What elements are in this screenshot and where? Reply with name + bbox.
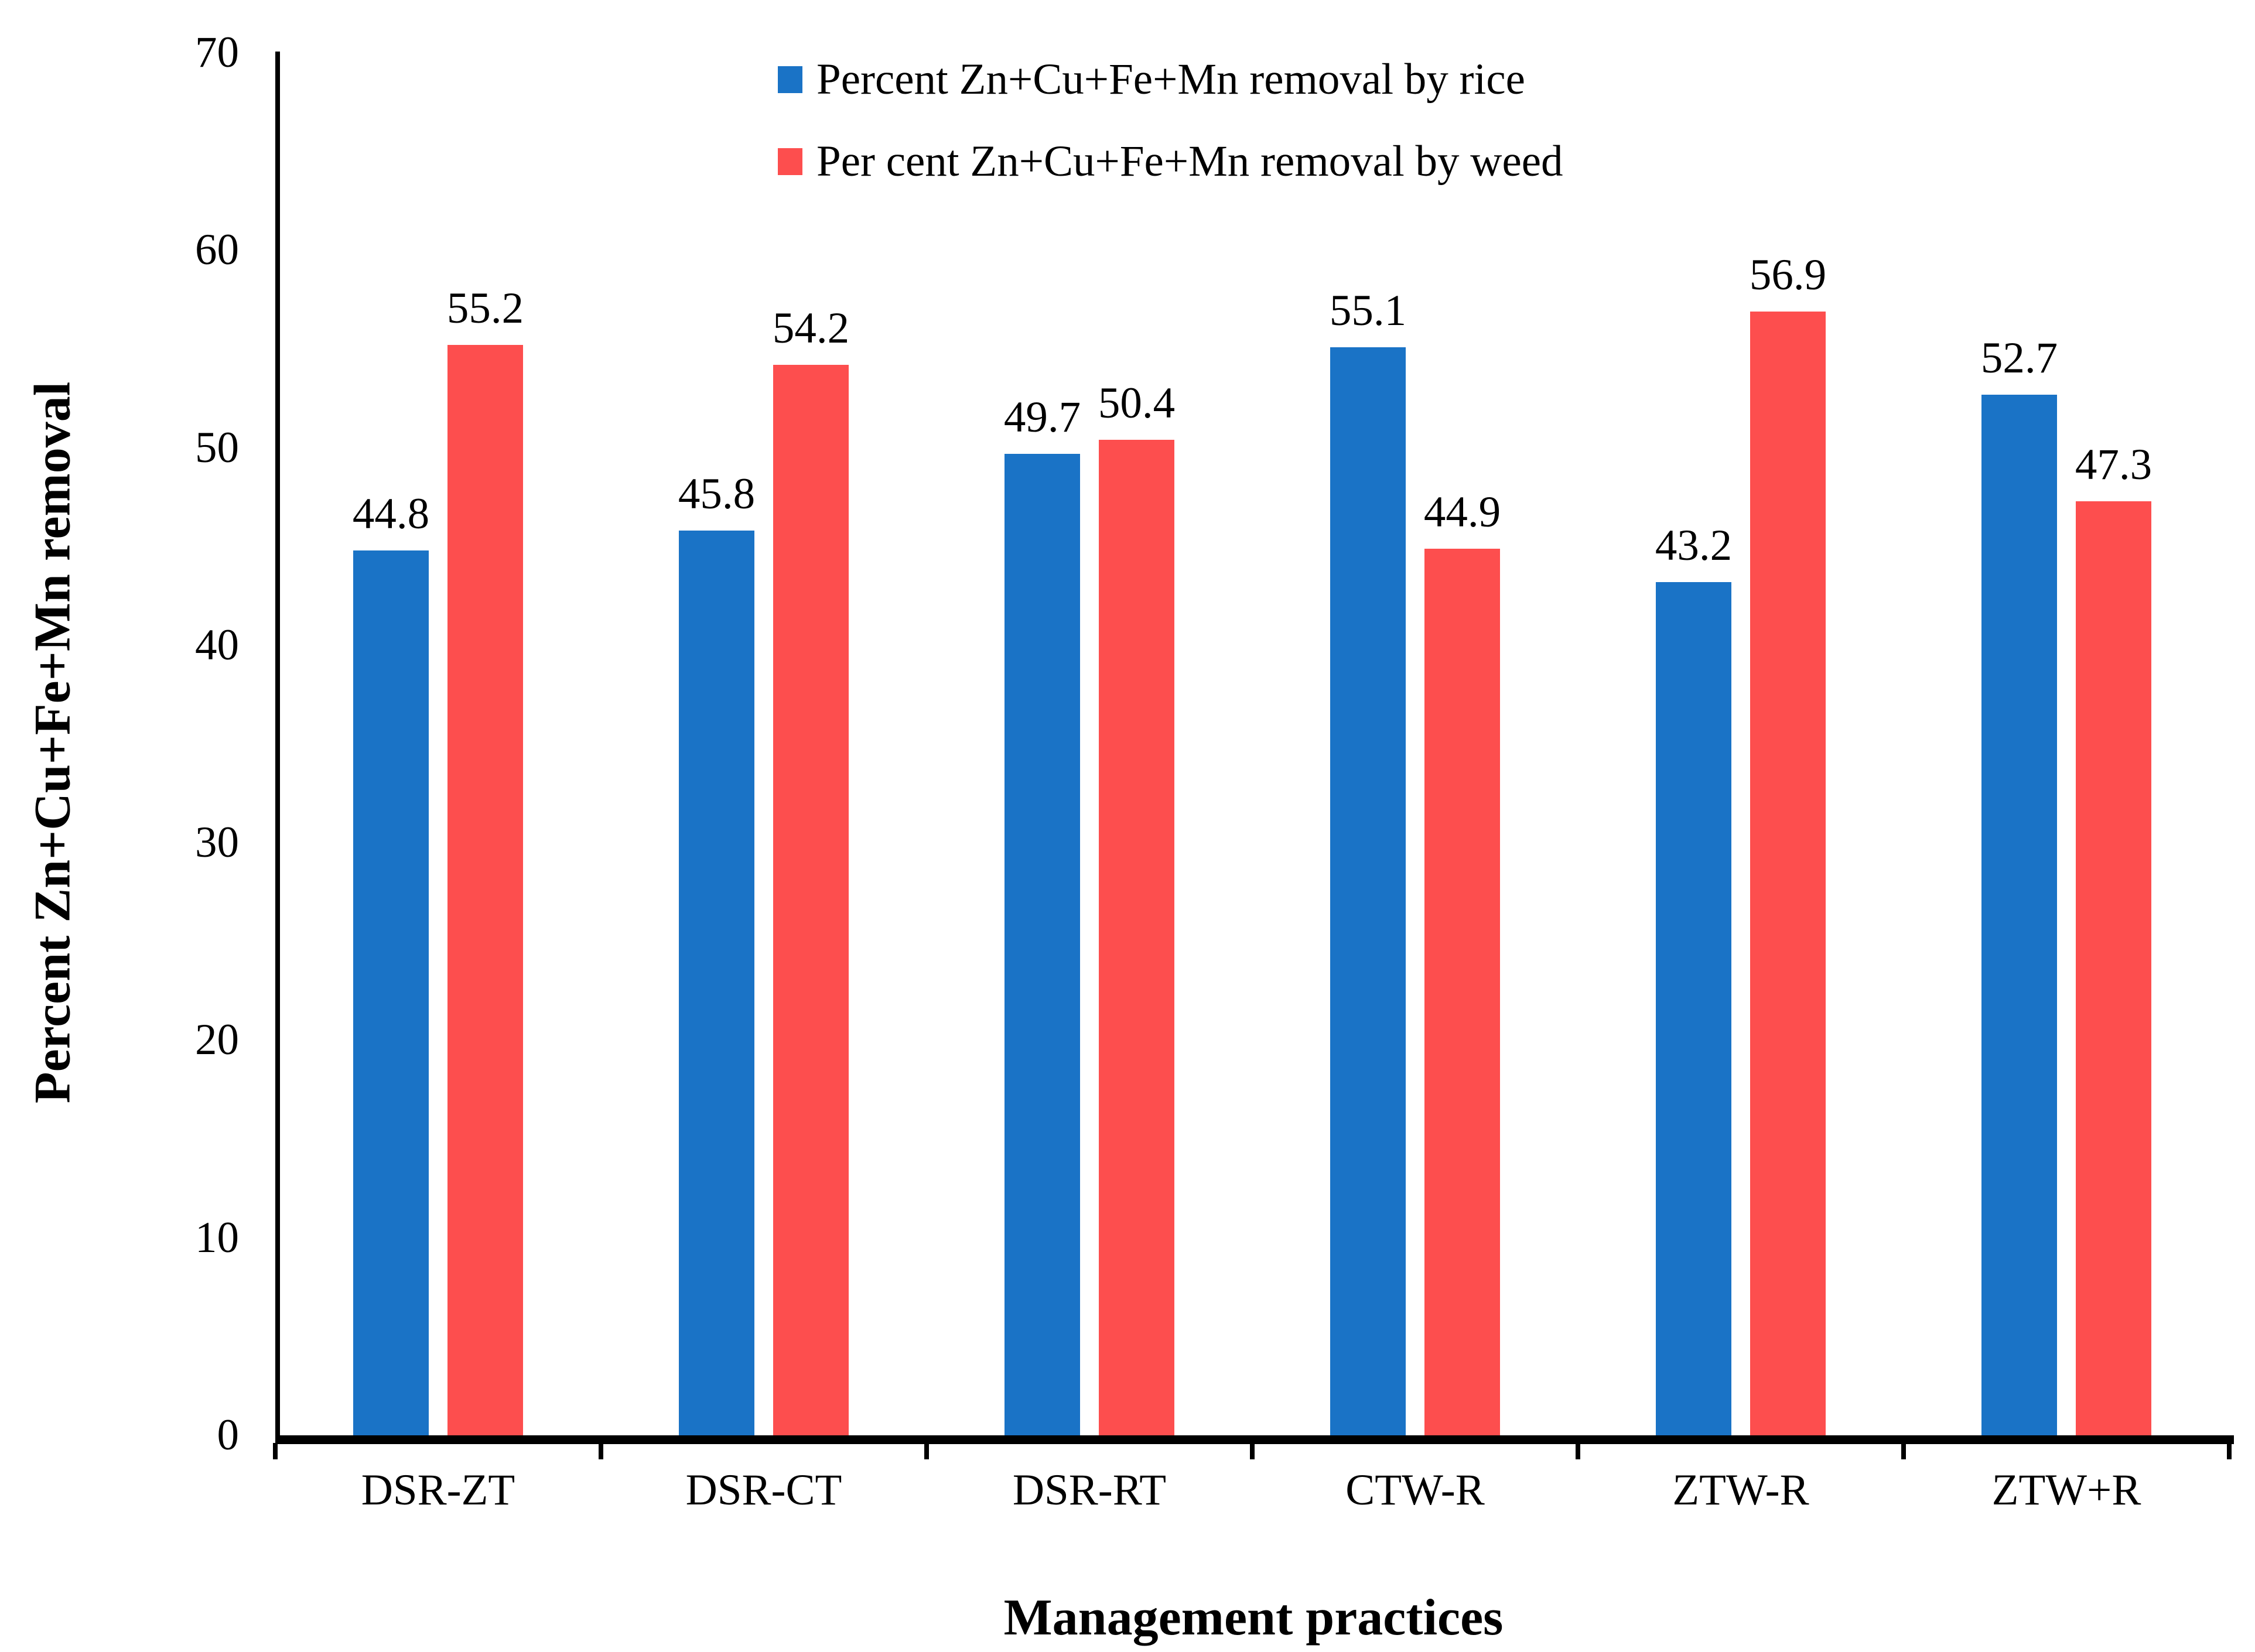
bar-rice-DSR-CT bbox=[679, 531, 754, 1435]
bar-value-rice-DSR-ZT: 44.8 bbox=[352, 489, 430, 538]
y-tick-label-70: 70 bbox=[195, 28, 239, 77]
bar-value-rice-DSR-RT: 49.7 bbox=[1003, 392, 1081, 442]
bar-rice-ZTW-R bbox=[1656, 582, 1731, 1435]
legend-item-weed: Per cent Zn+Cu+Fe+Mn removal by weed bbox=[778, 134, 1563, 190]
x-axis-tick bbox=[599, 1443, 603, 1459]
category-label-ZTW-R: ZTW-R bbox=[1672, 1466, 1809, 1514]
category-label-DSR-CT: DSR-CT bbox=[685, 1466, 842, 1514]
bar-value-rice-DSR-CT: 45.8 bbox=[678, 470, 756, 519]
legend-label-rice: Percent Zn+Cu+Fe+Mn removal by rice bbox=[816, 55, 1525, 104]
bar-value-weed-ZTW+R: 47.3 bbox=[2075, 440, 2152, 489]
y-tick-label-20: 20 bbox=[195, 1015, 239, 1065]
bar-value-weed-ZTW-R: 56.9 bbox=[1749, 250, 1827, 299]
y-tick-label-60: 60 bbox=[195, 225, 239, 275]
bar-weed-DSR-ZT bbox=[447, 345, 523, 1435]
bar-value-rice-ZTW-R: 43.2 bbox=[1655, 521, 1733, 570]
x-axis-title: Management practices bbox=[1003, 1589, 1504, 1646]
bar-value-weed-DSR-RT: 50.4 bbox=[1098, 379, 1176, 428]
y-tick-label-40: 40 bbox=[195, 620, 239, 669]
bar-weed-DSR-CT bbox=[773, 364, 849, 1435]
y-tick-label-10: 10 bbox=[195, 1213, 239, 1262]
x-axis-tick bbox=[2227, 1443, 2232, 1459]
bar-value-rice-ZTW+R: 52.7 bbox=[1980, 333, 2058, 382]
bar-rice-DSR-ZT bbox=[353, 550, 429, 1435]
bar-value-weed-CTW-R: 44.9 bbox=[1423, 487, 1501, 536]
category-label-DSR-ZT: DSR-ZT bbox=[361, 1466, 515, 1514]
legend: Percent Zn+Cu+Fe+Mn removal by rice Per … bbox=[778, 52, 1563, 216]
x-axis-tick bbox=[1901, 1443, 1906, 1459]
bar-weed-CTW-R bbox=[1424, 548, 1500, 1435]
legend-label-weed: Per cent Zn+Cu+Fe+Mn removal by weed bbox=[816, 137, 1563, 186]
bar-value-weed-DSR-CT: 54.2 bbox=[772, 303, 850, 353]
bar-weed-DSR-RT bbox=[1099, 440, 1174, 1435]
category-label-CTW-R: CTW-R bbox=[1345, 1466, 1485, 1514]
y-axis-title: Percent Zn+Cu+Fe+Mn removal bbox=[24, 381, 81, 1104]
x-axis-line bbox=[275, 1435, 2234, 1444]
bar-value-rice-CTW-R: 55.1 bbox=[1329, 286, 1407, 335]
bar-value-weed-DSR-ZT: 55.2 bbox=[446, 284, 524, 333]
bar-rice-DSR-RT bbox=[1004, 453, 1080, 1435]
x-axis-tick bbox=[1576, 1443, 1580, 1459]
legend-swatch-rice bbox=[778, 66, 802, 93]
y-tick-label-0: 0 bbox=[217, 1411, 240, 1459]
y-axis-line bbox=[275, 52, 280, 1444]
legend-item-rice: Percent Zn+Cu+Fe+Mn removal by rice bbox=[778, 52, 1563, 108]
bar-rice-ZTW+R bbox=[1981, 394, 2057, 1435]
x-axis-tick bbox=[273, 1443, 278, 1459]
x-axis-tick bbox=[924, 1443, 929, 1459]
bar-weed-ZTW+R bbox=[2076, 501, 2151, 1435]
legend-swatch-weed bbox=[778, 148, 802, 175]
y-tick-label-30: 30 bbox=[195, 818, 239, 867]
x-axis-tick bbox=[1250, 1443, 1255, 1459]
bar-weed-ZTW-R bbox=[1750, 311, 1826, 1435]
category-label-ZTW+R: ZTW+R bbox=[1991, 1466, 2141, 1514]
bar-rice-CTW-R bbox=[1330, 347, 1406, 1435]
category-label-DSR-RT: DSR-RT bbox=[1012, 1466, 1167, 1514]
y-tick-label-50: 50 bbox=[195, 423, 239, 472]
